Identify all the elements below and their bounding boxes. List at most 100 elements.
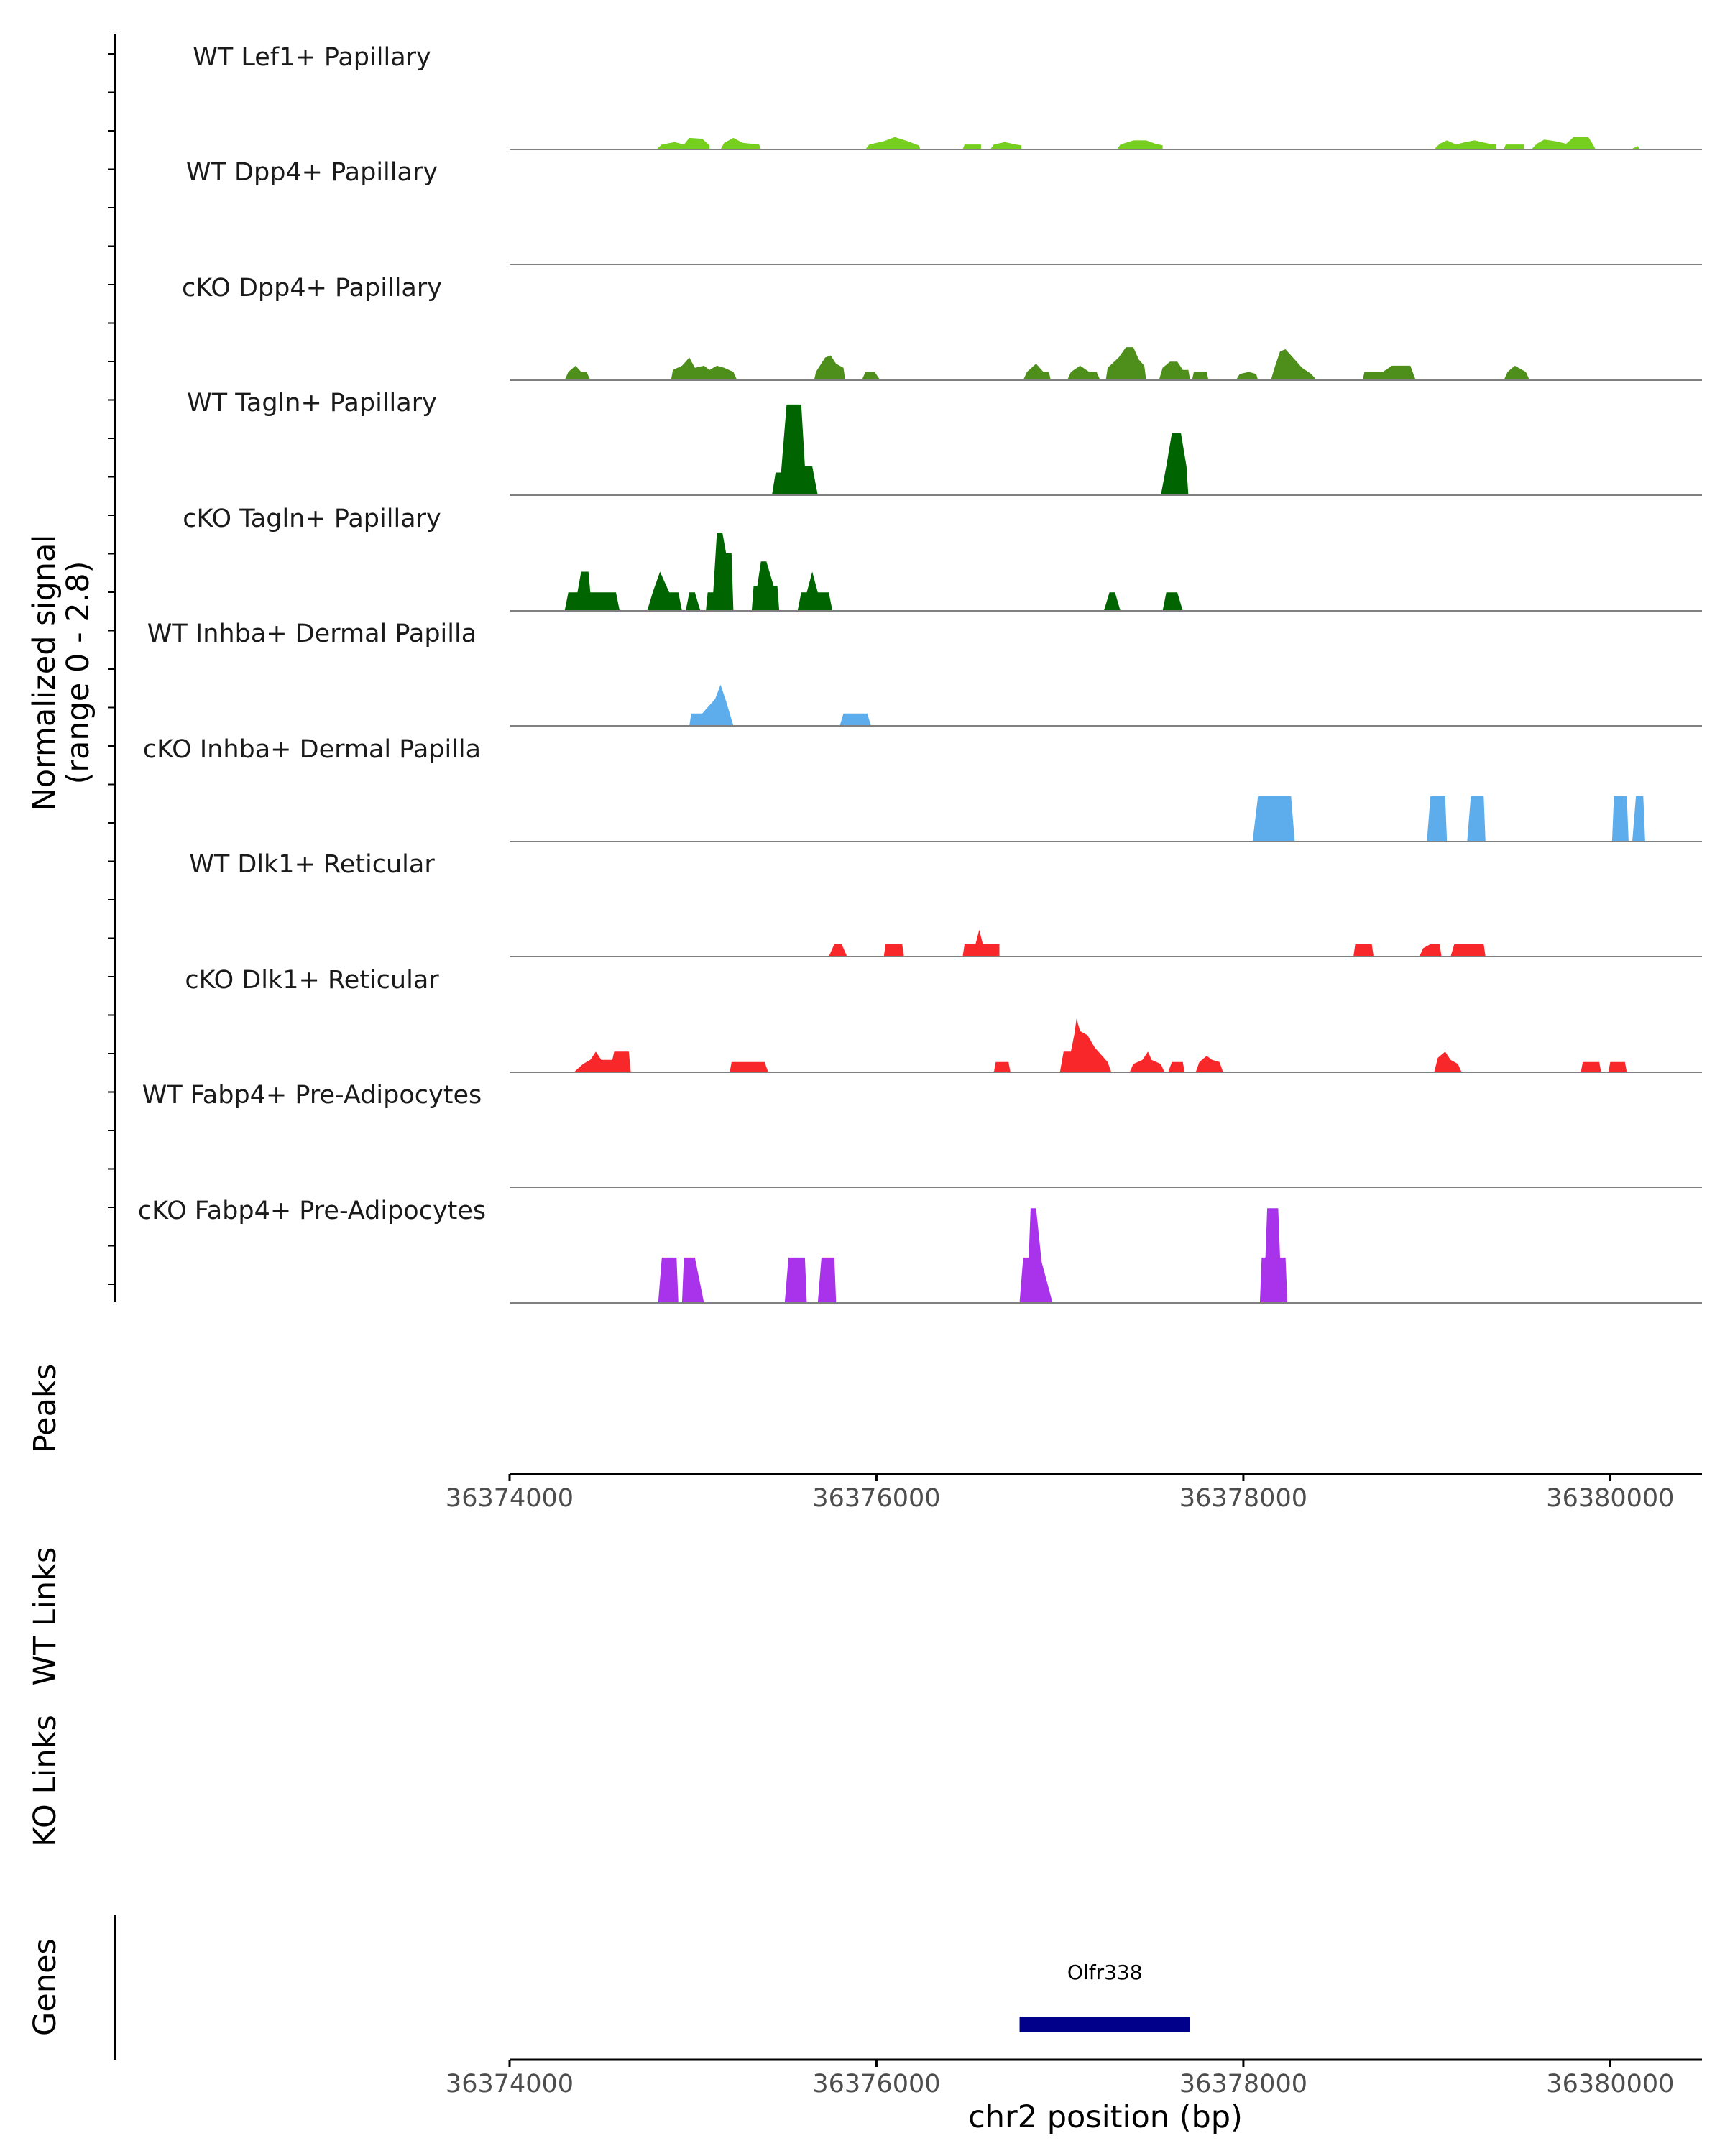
coverage-peak	[993, 1061, 1011, 1072]
coverage-peak	[720, 137, 761, 149]
track-label: cKO Dlk1+ Reticular	[185, 966, 439, 995]
track: WT Tagln+ Papillary	[187, 389, 1702, 496]
coverage-peak	[1434, 140, 1497, 149]
coverage-peak	[689, 684, 734, 726]
coverage-peak	[772, 404, 818, 495]
coverage-peak	[829, 944, 847, 957]
gene-body	[1019, 2017, 1190, 2032]
coverage-peak	[686, 592, 701, 611]
track-label: cKO Tagln+ Papillary	[183, 505, 441, 533]
x-axis-tick-label: 36378000	[1179, 1484, 1307, 1513]
coverage-peak	[1129, 1051, 1165, 1072]
coverage-peak	[1103, 592, 1121, 611]
coverage-peak	[784, 1257, 807, 1303]
coverage-peak	[1504, 144, 1524, 149]
track: cKO Fabp4+ Pre-Adipocytes	[138, 1197, 1702, 1304]
coverage-peak	[962, 144, 981, 149]
coverage-peak	[1067, 365, 1100, 380]
x-axis-tick-label: 36380000	[1546, 1484, 1674, 1513]
x-axis-tick-label: 36376000	[812, 2070, 940, 2099]
coverage-peak	[564, 571, 620, 611]
wt-links-panel-title: WT Links	[27, 1547, 63, 1686]
coverage-peak	[706, 533, 734, 611]
track: WT Fabp4+ Pre-Adipocytes	[142, 1081, 1702, 1188]
coverage-peak	[671, 357, 737, 380]
coverage-peak	[564, 365, 591, 380]
coverage-tracks: WT Lef1+ Papillary WT Dpp4+ Papillary cKO …	[138, 43, 1702, 1304]
coverage-peak	[1427, 796, 1448, 842]
coverage-peak	[1161, 433, 1189, 495]
coverage-peak	[1632, 796, 1645, 842]
coverage-peak	[1467, 796, 1486, 842]
track-label: WT Fabp4+ Pre-Adipocytes	[142, 1081, 482, 1110]
gene-annotations: Olfr338	[1019, 1961, 1190, 2032]
coverage-peak	[1362, 365, 1416, 380]
track-label: WT Lef1+ Papillary	[193, 43, 431, 72]
ko-links-panel-title: KO Links	[27, 1715, 63, 1847]
coverage-peak	[1419, 944, 1442, 957]
x-axis-tick-label: 36374000	[446, 2070, 574, 2099]
track-label: WT Dlk1+ Reticular	[189, 850, 435, 879]
coverage-peak	[1450, 944, 1486, 957]
coverage-peak	[1168, 1061, 1185, 1072]
coverage-peak	[797, 571, 833, 611]
track-label: WT Dpp4+ Papillary	[186, 158, 438, 187]
x-axis-top: 36374000 36376000 36378000 36380000	[446, 1473, 1702, 1513]
x-axis-tick-label: 36376000	[812, 1484, 940, 1513]
coverage-peak	[1353, 944, 1374, 957]
coverage-peak	[1504, 365, 1530, 380]
signal-axis-ticks	[108, 53, 115, 1285]
coverage-peak	[681, 1257, 704, 1303]
track: WT Dlk1+ Reticular	[189, 850, 1702, 957]
coverage-peak	[730, 1061, 768, 1072]
coverage-peak	[751, 561, 780, 611]
coverage-peak	[1019, 1208, 1053, 1303]
coverage-peak	[1162, 592, 1183, 611]
track: WT Lef1+ Papillary	[193, 43, 1702, 150]
signal-axis-title-line2: (range 0 - 2.8)	[60, 561, 96, 785]
strand-arrow-icon	[1021, 2017, 1031, 2032]
track: cKO Dpp4+ Papillary	[182, 274, 1702, 381]
coverage-peak	[840, 713, 871, 726]
coverage-peak	[883, 944, 904, 957]
coverage-peak	[862, 372, 880, 380]
track: cKO Dlk1+ Reticular	[185, 966, 1702, 1073]
coverage-peak	[1608, 1061, 1627, 1072]
coverage-peak	[647, 571, 682, 611]
coverage-peak	[1236, 372, 1259, 380]
signal-axis-title-line1: Normalized signal	[27, 535, 63, 811]
coverage-peak	[865, 137, 921, 149]
x-axis-tick-label: 36380000	[1546, 2070, 1674, 2099]
coverage-peak	[1630, 146, 1640, 149]
genes-panel-title: Genes	[27, 1938, 63, 2036]
coverage-peak	[1059, 1018, 1112, 1072]
coverage-peak	[814, 355, 846, 380]
coverage-peak	[817, 1257, 837, 1303]
coverage-peak	[1105, 347, 1146, 380]
peaks-panel-title: Peaks	[27, 1364, 63, 1454]
track: cKO Inhba+ Dermal Papilla	[143, 735, 1702, 842]
x-axis-title: chr2 position (bp)	[968, 2099, 1243, 2135]
coverage-peak	[1611, 796, 1629, 842]
x-axis-tick-label: 36378000	[1179, 2070, 1307, 2099]
gene-label: Olfr338	[1067, 1961, 1143, 1984]
track: WT Inhba+ Dermal Papilla	[147, 619, 1702, 727]
coverage-peak	[574, 1051, 631, 1072]
coverage-peak	[1116, 140, 1163, 149]
coverage-peak	[1195, 1056, 1223, 1072]
track-label: WT Inhba+ Dermal Papilla	[147, 619, 477, 648]
coverage-peak	[1192, 372, 1209, 380]
coverage-peak	[1531, 137, 1596, 149]
coverage-peak	[1581, 1061, 1601, 1072]
x-axis-tick-label: 36374000	[446, 1484, 574, 1513]
coverage-peak	[1259, 1208, 1288, 1303]
coverage-peak	[990, 142, 1022, 149]
x-axis-bottom: 36374000 36376000 36378000 36380000	[446, 2058, 1702, 2099]
coverage-peak	[656, 137, 710, 149]
coverage-peak	[1271, 349, 1317, 380]
coverage-peak	[658, 1257, 678, 1303]
track-label: WT Tagln+ Papillary	[187, 389, 437, 418]
track: WT Dpp4+ Papillary	[186, 158, 1702, 265]
coverage-peak	[962, 929, 1000, 957]
